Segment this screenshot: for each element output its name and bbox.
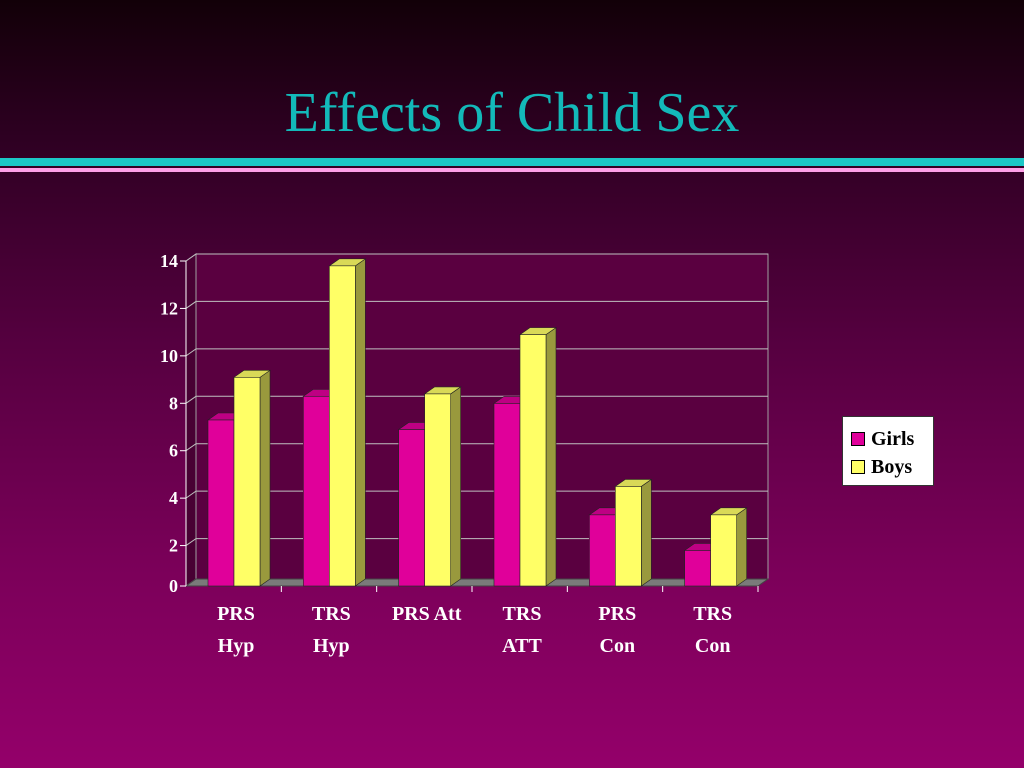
legend-swatch-boys [851,460,865,474]
bar-girls-1 [303,395,330,587]
bar-girls-2 [398,429,425,587]
bar-boys-0 [233,377,261,587]
x-tick-label: PRS Con [598,603,636,657]
bar-boys-5-side [736,507,747,587]
bar-boys-2-side [450,386,461,587]
gridline [185,253,768,262]
bar-boys-5 [710,514,737,587]
gridline [185,348,768,357]
bar-boys-3-side [545,327,557,587]
x-tick-label: TRS Con [693,603,732,657]
y-tick-label: 14 [160,251,178,271]
divider-light-line [0,168,1024,172]
legend-swatch-girls [851,432,865,446]
bar-boys-2 [424,393,451,587]
gridline [185,538,768,546]
bar-boys-0-side [259,369,271,587]
legend-item-boys: Boys [851,453,933,481]
bar-boys-1 [329,265,356,587]
bar-girls-0 [207,419,235,587]
divider-accent-line [0,158,1024,166]
y-tick-label: 8 [169,393,178,413]
bar-boys-4-side [641,478,652,587]
title-divider [0,158,1024,172]
x-tick-label: TRS Hyp [312,603,351,657]
y-tick-label: 0 [169,576,178,596]
y-tick-label: 12 [160,298,178,318]
bar-boys-4 [615,486,642,587]
gridline [185,300,768,309]
x-tick-label: TRS ATT [502,603,542,657]
x-tick-label: PRS Att [392,603,462,625]
gridline [185,395,768,404]
x-tick-label: PRS Hyp [217,603,255,657]
y-tick-label: 6 [169,441,178,461]
legend-label-boys: Boys [871,455,913,478]
bar-girls-3 [493,403,521,587]
gridline [185,443,768,452]
y-tick-label: 2 [169,536,178,556]
bar-girls-4 [589,514,616,587]
plot-floor [184,578,770,587]
slide-title: Effects of Child Sex [284,82,740,144]
y-tick-label: 4 [169,488,178,508]
bar-boys-3 [519,334,547,587]
bar-girls-5 [684,550,711,587]
y-tick-label: 10 [160,346,178,366]
chart-legend: Girls Boys [842,416,934,486]
gridline [185,490,768,499]
bar-boys-1-side [355,258,366,587]
legend-item-girls: Girls [851,425,933,453]
plot-back-wall [195,253,769,580]
legend-label-girls: Girls [871,427,915,450]
plot-side-wall [185,253,197,587]
